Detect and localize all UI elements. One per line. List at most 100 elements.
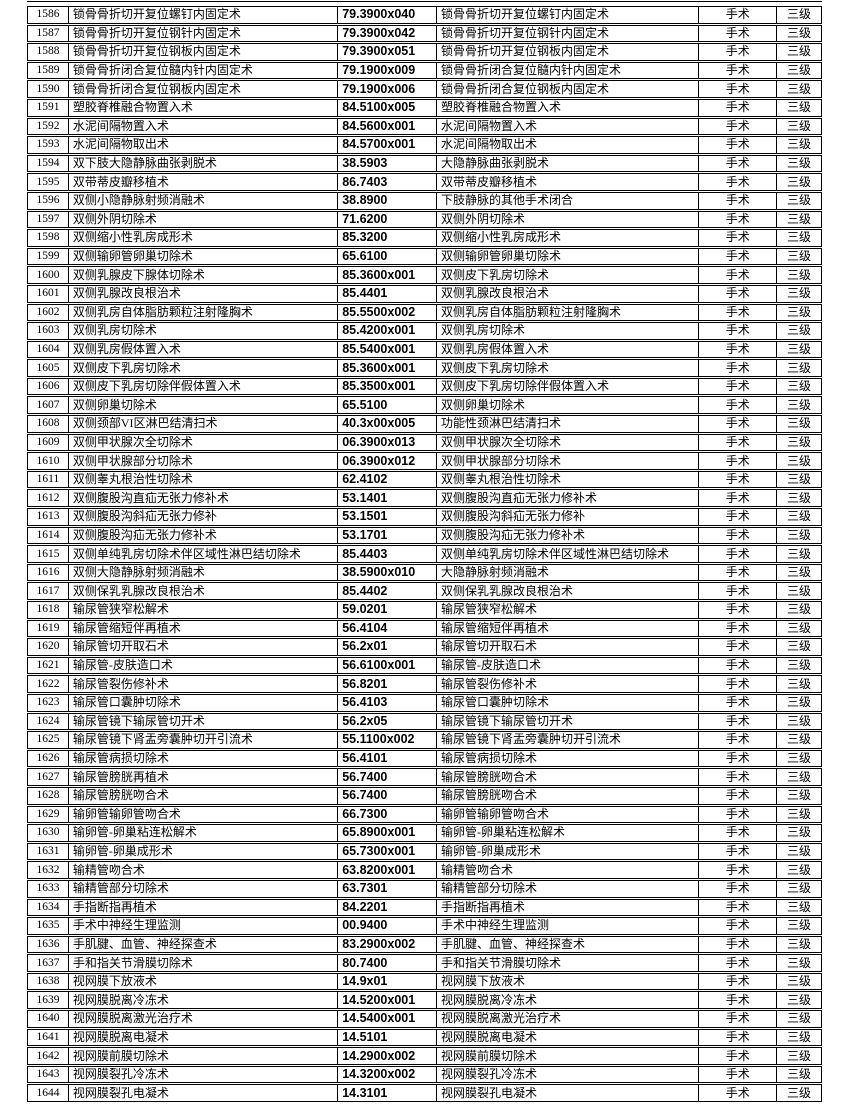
level-cell: 三级 — [787, 44, 812, 59]
row-number-cell: 1606 — [28, 378, 69, 395]
table-row: 1637 手和指关节滑膜切除术 80.7400 手和指关节滑膜切除术 手术 三级 — [27, 954, 822, 972]
standard-name-cell: 输尿管切开取石术 — [437, 639, 700, 655]
procedure-code-cell: 06.3900x013 — [338, 434, 437, 451]
procedure-code-cell: 85.4402 — [338, 583, 437, 599]
procedure-code-cell: 55.1100x002 — [338, 732, 437, 748]
procedure-code-cell: 71.6200 — [338, 211, 437, 228]
standard-name-cell: 双侧卵巢切除术 — [437, 397, 700, 414]
standard-name-cell: 锁骨骨折闭合复位髓内针内固定术 — [437, 62, 700, 79]
category-cell: 手术 — [699, 602, 778, 618]
procedure-code-cell: 79.1900x009 — [338, 62, 437, 79]
category-cell: 手术 — [699, 787, 778, 804]
procedure-code-cell: 14.5400x001 — [338, 1011, 437, 1027]
row-number-cell: 1614 — [28, 527, 69, 544]
row-number-cell: 1643 — [28, 1066, 69, 1083]
category-cell: 手术 — [699, 397, 778, 414]
standard-name-cell: 双侧外阴切除术 — [437, 211, 700, 228]
procedure-name-cell: 输尿管病损切除术 — [69, 750, 339, 767]
category-cell: 手术 — [699, 62, 778, 79]
procedure-name-cell: 输尿管膀胱再植术 — [69, 769, 339, 785]
procedure-code-cell: 14.5200x001 — [338, 992, 437, 1009]
table-row: 1641 视网膜脱离电凝术 14.5101 视网膜脱离电凝术 手术 三级 — [27, 1028, 822, 1047]
procedure-code-cell: 56.4104 — [338, 620, 437, 637]
standard-name-cell: 输尿管裂伤修补术 — [437, 676, 700, 692]
level-cell: 三级 — [787, 7, 812, 22]
table-row: 1588 锁骨骨折切开复位钢板内固定术 79.3900x051 锁骨骨折切开复位… — [27, 43, 822, 61]
level-cell: 三级 — [787, 565, 812, 580]
row-number-cell: 1616 — [28, 564, 69, 581]
standard-name-cell: 双侧甲状腺次全切除术 — [437, 434, 700, 451]
procedure-code-cell: 65.8900x001 — [338, 825, 437, 841]
row-number-cell: 1600 — [28, 267, 69, 283]
table-row: 1622 输尿管裂伤修补术 56.8201 输尿管裂伤修补术 手术 三级 — [27, 675, 822, 693]
procedure-name-cell: 双侧皮下乳房切除伴假体置入术 — [69, 378, 339, 395]
standard-name-cell: 输卵管输卵管吻合术 — [437, 806, 700, 823]
procedure-name-cell: 视网膜裂孔电凝术 — [69, 1085, 339, 1102]
category-cell: 手术 — [699, 657, 778, 674]
category-cell: 手术 — [699, 230, 778, 246]
category-cell: 手术 — [699, 453, 778, 469]
row-number-cell: 1590 — [28, 81, 69, 97]
standard-name-cell: 锁骨骨折闭合复位钢板内固定术 — [437, 81, 700, 97]
row-number-cell: 1591 — [28, 99, 69, 116]
procedure-code-cell: 85.5500x002 — [338, 304, 437, 321]
standard-name-cell: 输尿管膀胱吻合术 — [437, 769, 700, 785]
procedure-name-cell: 双侧卵巢切除术 — [69, 397, 339, 414]
category-cell: 手术 — [699, 880, 778, 897]
table-row: 1619 输尿管缩短伴再植术 56.4104 输尿管缩短伴再植术 手术 三级 — [27, 619, 822, 638]
category-cell: 手术 — [699, 323, 778, 339]
category-cell: 手术 — [699, 509, 778, 525]
procedure-code-cell: 56.4103 — [338, 694, 437, 711]
level-cell: 三级 — [787, 341, 812, 356]
row-number-cell: 1596 — [28, 192, 69, 209]
category-cell: 手术 — [699, 378, 778, 395]
standard-name-cell: 双侧腹股沟斜疝无张力修补 — [437, 509, 700, 525]
category-cell: 手术 — [699, 490, 778, 507]
category-cell: 手术 — [699, 25, 778, 42]
procedure-name-cell: 双侧甲状腺次全切除术 — [69, 434, 339, 451]
table-row: 1606 双侧皮下乳房切除伴假体置入术 85.3500x001 双侧皮下乳房切除… — [27, 377, 822, 396]
procedure-name-cell: 水泥间隔物置入术 — [69, 118, 339, 135]
procedure-code-cell: 84.5700x001 — [338, 137, 437, 153]
category-cell: 手术 — [699, 211, 778, 228]
procedure-code-cell: 56.2x05 — [338, 713, 437, 730]
procedure-code-cell: 79.3900x040 — [338, 7, 437, 23]
row-number-cell: 1640 — [28, 1011, 69, 1027]
level-cell: 三级 — [787, 434, 812, 449]
level-cell: 三级 — [787, 304, 812, 319]
level-cell: 三级 — [787, 769, 812, 784]
level-cell: 三级 — [787, 472, 812, 487]
procedure-name-cell: 双侧腹股沟斜疝无张力修补 — [69, 509, 339, 525]
table-row: 1602 双侧乳房自体脂肪颗粒注射隆胸术 85.5500x002 双侧乳房自体脂… — [27, 303, 822, 322]
row-number-cell: 1602 — [28, 304, 69, 321]
row-number-cell: 1598 — [28, 230, 69, 246]
row-number-cell: 1636 — [28, 936, 69, 953]
procedure-code-cell: 85.3500x001 — [338, 378, 437, 395]
category-cell: 手术 — [699, 174, 778, 190]
table-row: 1595 双带蒂皮瓣移植术 86.7403 双带蒂皮瓣移植术 手术 三级 — [27, 173, 822, 191]
standard-name-cell: 双侧乳房切除术 — [437, 323, 700, 339]
category-cell: 手术 — [699, 1011, 778, 1027]
standard-name-cell: 双侧保乳乳腺改良根治术 — [437, 583, 700, 599]
category-cell: 手术 — [699, 750, 778, 767]
procedure-name-cell: 输尿管狭窄松解术 — [69, 602, 339, 618]
row-number-cell: 1618 — [28, 602, 69, 618]
level-cell: 三级 — [787, 360, 812, 375]
level-cell: 三级 — [787, 286, 812, 301]
procedure-name-cell: 双侧大隐静脉射频消融术 — [69, 564, 339, 581]
level-cell: 三级 — [787, 379, 812, 394]
category-cell: 手术 — [699, 676, 778, 692]
category-cell: 手术 — [699, 564, 778, 581]
row-number-cell: 1587 — [28, 25, 69, 42]
row-number-cell: 1627 — [28, 769, 69, 785]
row-number-cell: 1641 — [28, 1029, 69, 1046]
table-row: 1624 输尿管镜下输尿管切开术 56.2x05 输尿管镜下输尿管切开术 手术 … — [27, 712, 822, 731]
procedure-code-cell: 56.4101 — [338, 750, 437, 767]
procedure-code-cell: 40.3x00x005 — [338, 416, 437, 432]
procedure-code-cell: 85.4200x001 — [338, 323, 437, 339]
standard-name-cell: 输尿管-皮肤造口术 — [437, 657, 700, 674]
procedure-code-cell: 79.3900x042 — [338, 25, 437, 42]
row-number-cell: 1635 — [28, 918, 69, 934]
procedure-name-cell: 输尿管切开取石术 — [69, 639, 339, 655]
